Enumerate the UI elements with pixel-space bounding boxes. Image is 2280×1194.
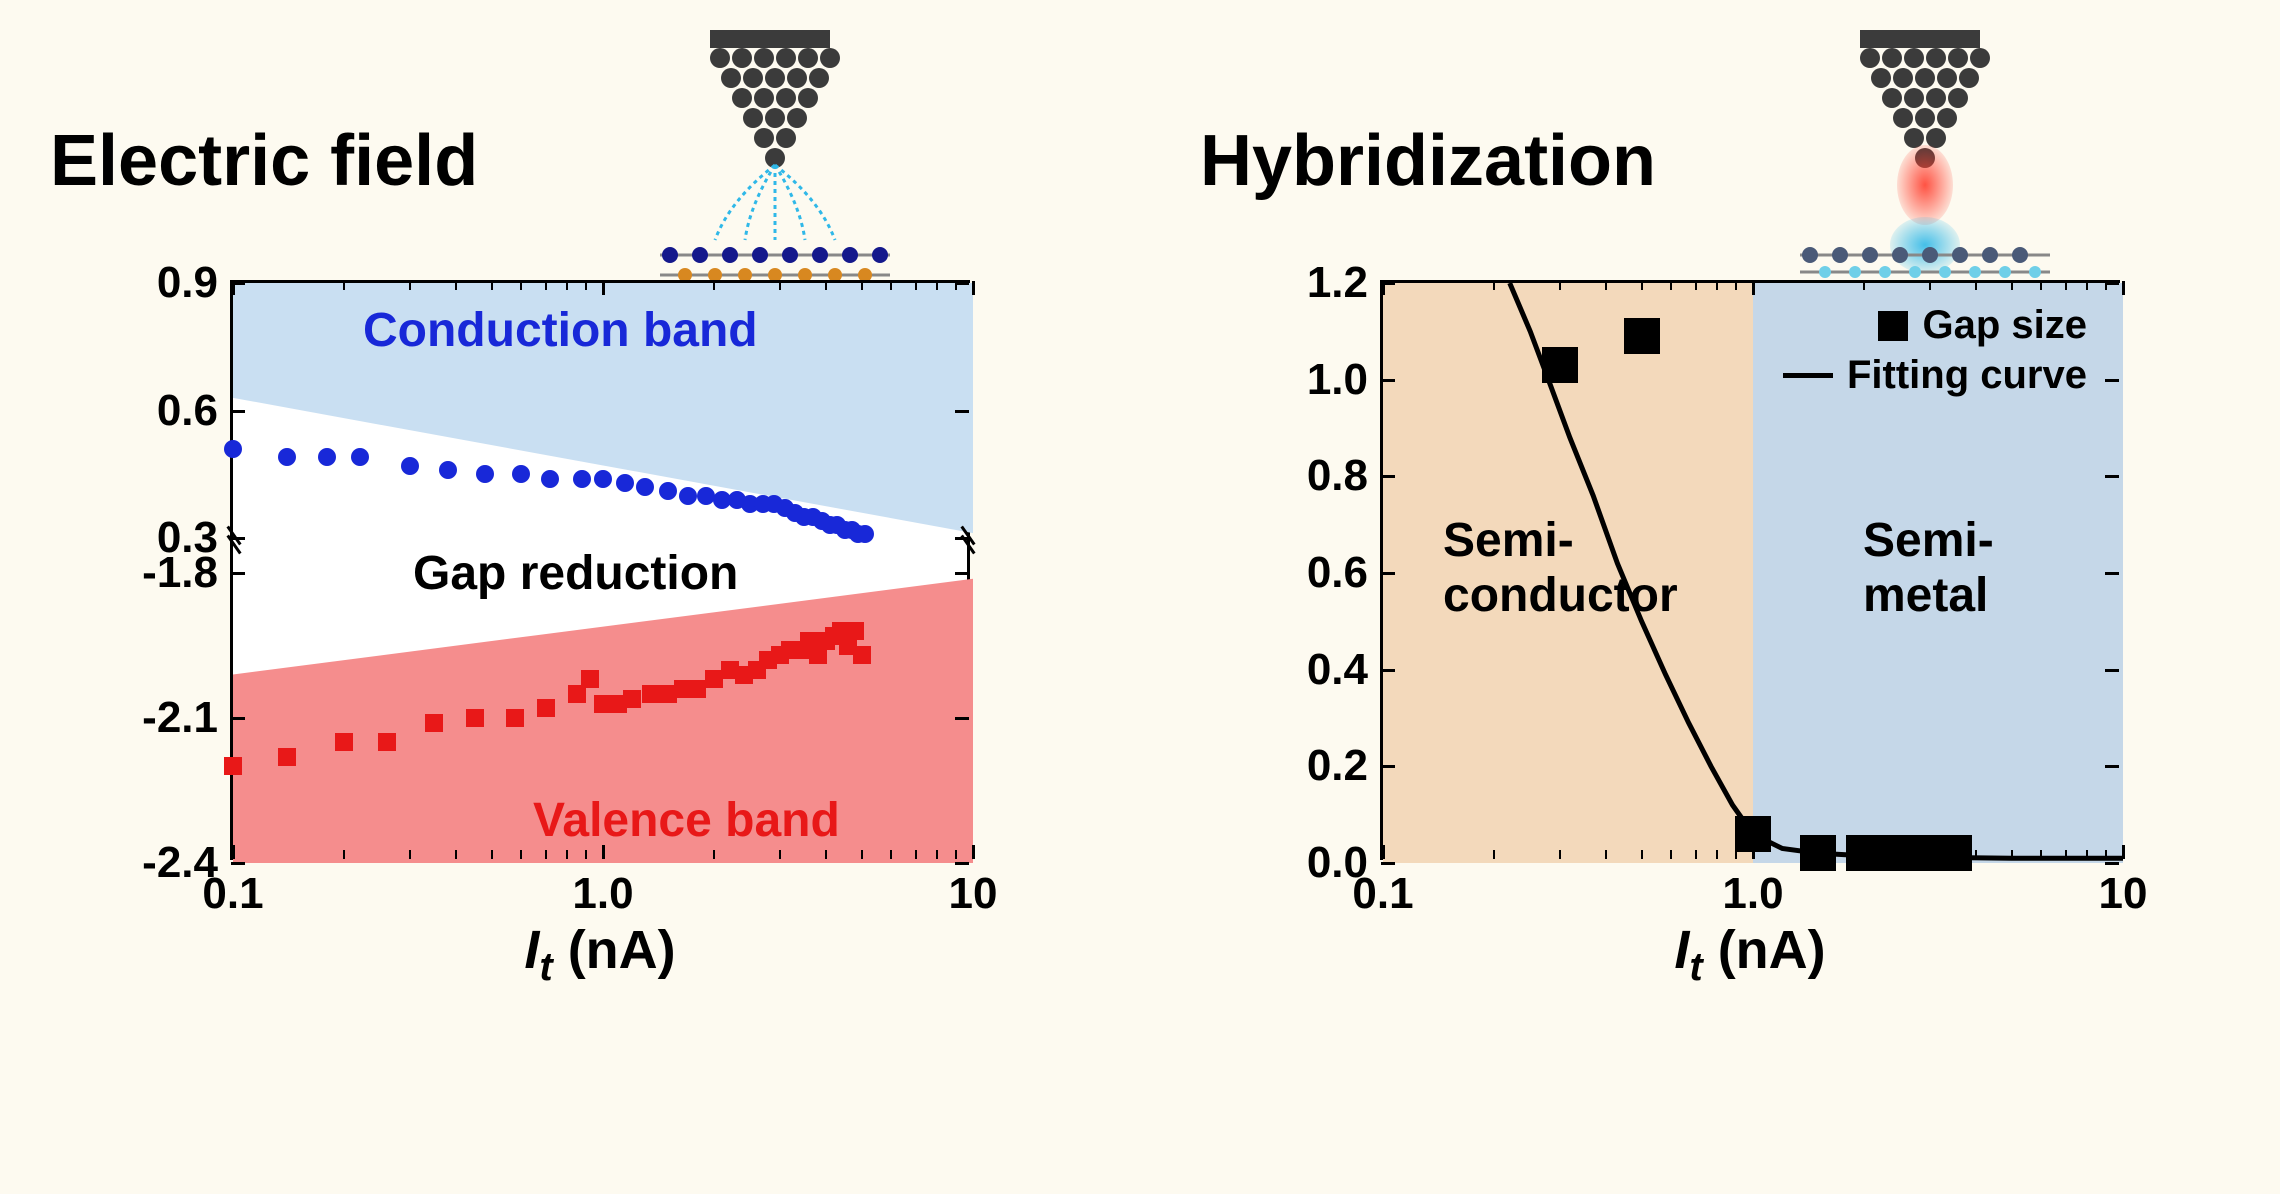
right-panel: Hybridization — [1170, 30, 2260, 1164]
x-tick-label: 1.0 — [1722, 869, 1783, 919]
valence-point — [846, 622, 864, 640]
x-tick-label: 0.1 — [1352, 869, 1413, 919]
y-tick-label: 0.9 — [157, 258, 218, 308]
valence-point — [224, 757, 242, 775]
y-tick-label: 0.2 — [1307, 741, 1368, 791]
valence-point — [853, 646, 871, 664]
left-panel: Electric field — [20, 30, 1110, 1164]
conduction-point — [278, 448, 296, 466]
conduction-point — [512, 465, 530, 483]
left-x-axis-label: It (nA) — [524, 919, 675, 990]
gap-size-point — [1542, 347, 1578, 383]
valence-point — [335, 733, 353, 751]
valence-point — [466, 709, 484, 727]
left-chart: Band edge (eV) It (nA) 0.30.60.9-2.4-2.1… — [130, 270, 1000, 970]
conduction-point — [594, 470, 612, 488]
conduction-point — [573, 470, 591, 488]
x-tick-label: 10 — [2099, 869, 2148, 919]
gap-size-point — [1800, 835, 1836, 871]
valence-point — [278, 748, 296, 766]
left-plot-box: 0.30.60.9-2.4-2.1-1.80.11.010Conduction … — [230, 280, 970, 860]
valence-point — [537, 699, 555, 717]
conduction-point — [439, 461, 457, 479]
y-tick-label: 0.4 — [1307, 645, 1368, 695]
right-x-axis-label: It (nA) — [1674, 919, 1825, 990]
legend-fitting-curve: Fitting curve — [1783, 353, 2087, 398]
conduction-point — [476, 465, 494, 483]
conduction-point — [659, 482, 677, 500]
left-title: Electric field — [50, 120, 478, 202]
valence-point — [581, 670, 599, 688]
valence-point — [425, 714, 443, 732]
y-tick-label: 1.0 — [1307, 355, 1368, 405]
conduction-point — [541, 470, 559, 488]
legend-gap-size: Gap size — [1878, 303, 2087, 348]
right-plot-box: 0.00.20.40.60.81.01.20.11.010Gap sizeFit… — [1380, 280, 2120, 860]
x-tick-label: 1.0 — [572, 869, 633, 919]
gap-size-point — [1936, 835, 1972, 871]
hybrid-tip-icon — [1780, 30, 2060, 290]
gap-size-point — [1624, 318, 1660, 354]
valence-point — [623, 690, 641, 708]
x-tick-label: 0.1 — [202, 869, 263, 919]
conduction-band-label: Conduction band — [363, 303, 758, 358]
x-tick-label: 10 — [949, 869, 998, 919]
valence-point — [688, 680, 706, 698]
y-tick-label: -2.1 — [142, 693, 218, 743]
valence-band-label: Valence band — [533, 793, 840, 848]
y-tick-label: 0.6 — [157, 386, 218, 436]
conduction-point — [856, 525, 874, 543]
conduction-point — [636, 478, 654, 496]
gap-size-point — [1735, 816, 1771, 852]
conduction-point — [224, 440, 242, 458]
y-tick-label: 0.6 — [1307, 548, 1368, 598]
y-tick-label: -1.8 — [142, 548, 218, 598]
semimetal-label: Semi-metal — [1863, 513, 1994, 623]
conduction-point — [401, 457, 419, 475]
conduction-point — [318, 448, 336, 466]
valence-point — [378, 733, 396, 751]
conduction-point — [697, 487, 715, 505]
semiconductor-label: Semi-conductor — [1443, 513, 1678, 623]
y-tick-label: 0.8 — [1307, 451, 1368, 501]
efield-tip-icon — [630, 30, 910, 290]
conduction-point — [351, 448, 369, 466]
gap-size-point — [1876, 835, 1912, 871]
figure-container: Electric field — [0, 0, 2280, 1194]
valence-point — [506, 709, 524, 727]
right-title: Hybridization — [1200, 120, 1656, 202]
conduction-point — [616, 474, 634, 492]
conduction-point — [679, 487, 697, 505]
gap-reduction-label: Gap reduction — [413, 546, 738, 601]
right-chart: Band gap (eV) It (nA) 0.00.20.40.60.81.0… — [1280, 270, 2150, 970]
valence-point — [642, 685, 660, 703]
y-tick-label: 1.2 — [1307, 258, 1368, 308]
